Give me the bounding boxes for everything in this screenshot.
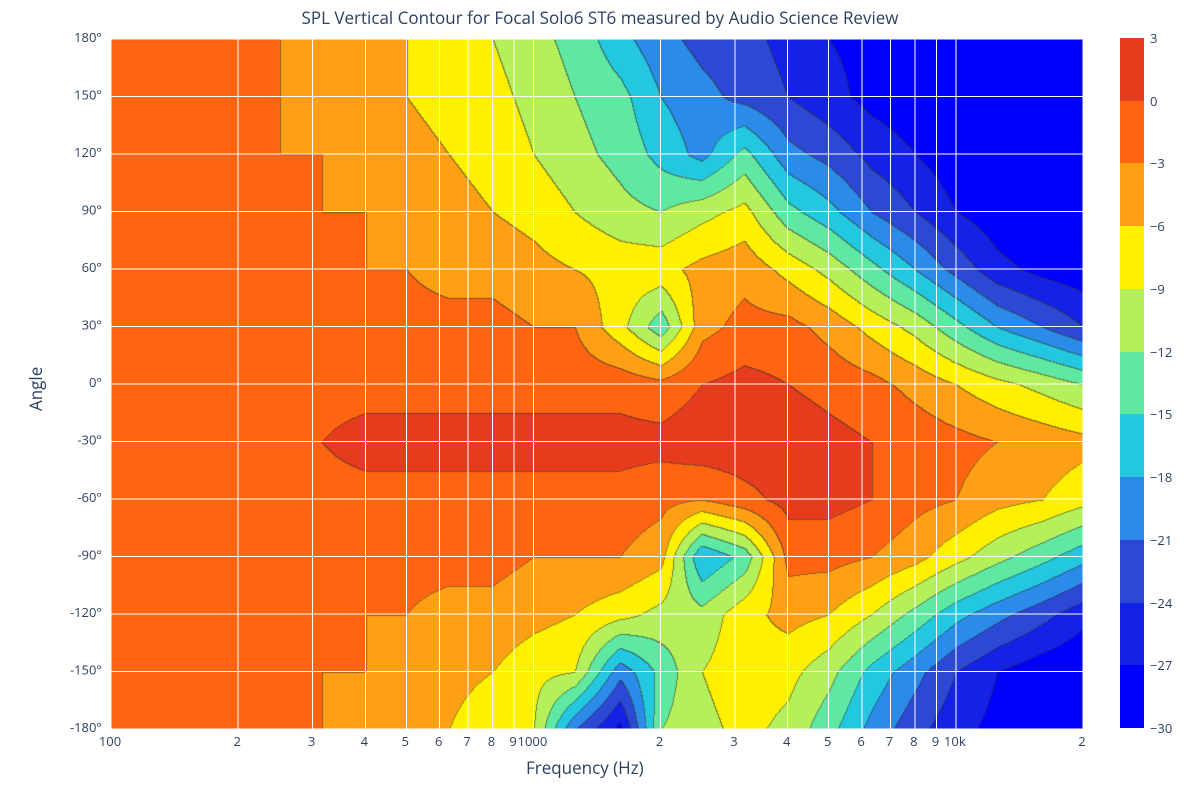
colorbar-tick: −27	[1150, 656, 1172, 674]
chart-title: SPL Vertical Contour for Focal Solo6 ST6…	[0, 6, 1200, 29]
svg-text:30°: 30°	[82, 316, 102, 334]
svg-text:3: 3	[730, 732, 737, 750]
svg-text:120°: 120°	[74, 143, 102, 161]
colorbar-tick: −3	[1150, 154, 1165, 172]
colorbar-swatch	[1120, 477, 1144, 540]
colorbar-swatch	[1120, 163, 1144, 226]
colorbar-swatch	[1120, 352, 1144, 415]
colorbar-swatch	[1120, 226, 1144, 289]
colorbar-swatch	[1120, 665, 1144, 728]
y-axis-label: Angle	[24, 367, 47, 411]
y-axis: -180° -150° -120° -90° -60° -30° 0° 30° 60° 90° 12…	[38, 28, 108, 738]
colorbar-swatch	[1120, 414, 1144, 477]
svg-text:9: 9	[932, 732, 939, 750]
svg-text:2: 2	[656, 732, 663, 750]
svg-text:4: 4	[783, 732, 791, 750]
svg-text:60°: 60°	[82, 258, 102, 276]
svg-text:1000: 1000	[518, 732, 548, 750]
colorbar-tick: −6	[1150, 217, 1165, 235]
svg-text:-30°: -30°	[77, 431, 102, 449]
colorbar-tick: −24	[1150, 594, 1172, 612]
svg-text:-150°: -150°	[70, 661, 102, 679]
colorbar-tick: −21	[1150, 531, 1172, 549]
svg-text:8: 8	[910, 732, 917, 750]
svg-text:0°: 0°	[89, 373, 102, 391]
svg-text:9: 9	[509, 732, 516, 750]
svg-text:3: 3	[308, 732, 315, 750]
svg-text:4: 4	[361, 732, 369, 750]
svg-text:5: 5	[824, 732, 831, 750]
x-axis-label: Frequency (Hz)	[526, 756, 644, 779]
colorbar-swatch	[1120, 38, 1144, 101]
colorbar-swatch	[1120, 101, 1144, 164]
colorbar-tick: −9	[1150, 280, 1165, 298]
svg-text:6: 6	[857, 732, 864, 750]
colorbar-tick: −30	[1150, 719, 1172, 737]
svg-text:180°: 180°	[74, 28, 102, 46]
svg-text:90°: 90°	[82, 201, 102, 219]
colorbar: 30−3−6−9−12−15−18−21−24−27−30	[1120, 38, 1194, 728]
svg-text:150°: 150°	[74, 86, 102, 104]
colorbar-tick: −12	[1150, 343, 1172, 361]
svg-text:-120°: -120°	[70, 603, 102, 621]
colorbar-tick: 0	[1150, 92, 1157, 110]
plot-area	[110, 38, 1084, 730]
svg-text:2: 2	[233, 732, 240, 750]
svg-text:8: 8	[488, 732, 495, 750]
colorbar-tick: −18	[1150, 468, 1172, 486]
svg-text:7: 7	[886, 732, 893, 750]
colorbar-swatch	[1120, 540, 1144, 603]
svg-text:-90°: -90°	[77, 546, 102, 564]
chart-container: SPL Vertical Contour for Focal Solo6 ST6…	[0, 0, 1200, 800]
svg-text:2: 2	[1078, 732, 1085, 750]
svg-text:5: 5	[402, 732, 409, 750]
svg-text:-60°: -60°	[77, 488, 102, 506]
svg-text:6: 6	[435, 732, 442, 750]
colorbar-swatch	[1120, 603, 1144, 666]
colorbar-tick: −15	[1150, 405, 1172, 423]
svg-text:-180°: -180°	[70, 718, 102, 736]
svg-text:10k: 10k	[944, 732, 966, 750]
gridlines	[111, 39, 1083, 729]
svg-text:7: 7	[463, 732, 470, 750]
colorbar-tick: 3	[1150, 29, 1157, 47]
colorbar-swatch	[1120, 289, 1144, 352]
